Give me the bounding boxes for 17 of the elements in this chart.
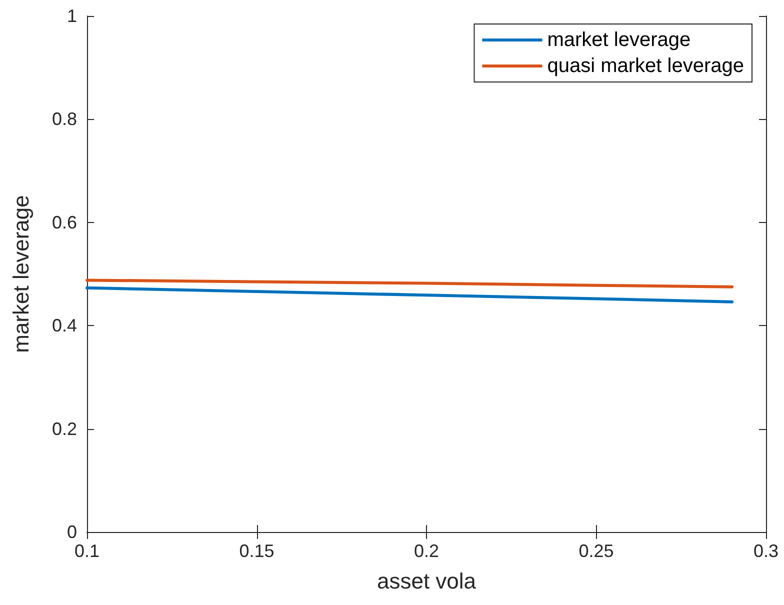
y-tick-label: 0.8 bbox=[52, 109, 77, 130]
y-tick-label: 0.6 bbox=[52, 212, 77, 232]
y-axis-title: market leverage bbox=[8, 195, 34, 353]
x-tick-label: 0.3 bbox=[753, 541, 779, 561]
y-tick-label: 0.2 bbox=[52, 418, 77, 439]
y-tick-label: 1 bbox=[66, 6, 77, 26]
x-axis-title: asset vola bbox=[376, 568, 477, 594]
y-tick-label: 0.4 bbox=[52, 316, 77, 336]
y-tick-label: 0 bbox=[66, 522, 77, 542]
legend-label: market leverage bbox=[547, 29, 691, 51]
x-tick-label: 0.1 bbox=[74, 541, 100, 561]
x-tick-label: 0.25 bbox=[578, 541, 614, 561]
x-tick-label: 0.2 bbox=[414, 541, 440, 561]
line-series bbox=[86, 286, 734, 304]
line-series bbox=[86, 278, 734, 288]
legend-label: quasi market leverage bbox=[547, 55, 744, 77]
x-tick-label: 0.15 bbox=[239, 541, 274, 561]
